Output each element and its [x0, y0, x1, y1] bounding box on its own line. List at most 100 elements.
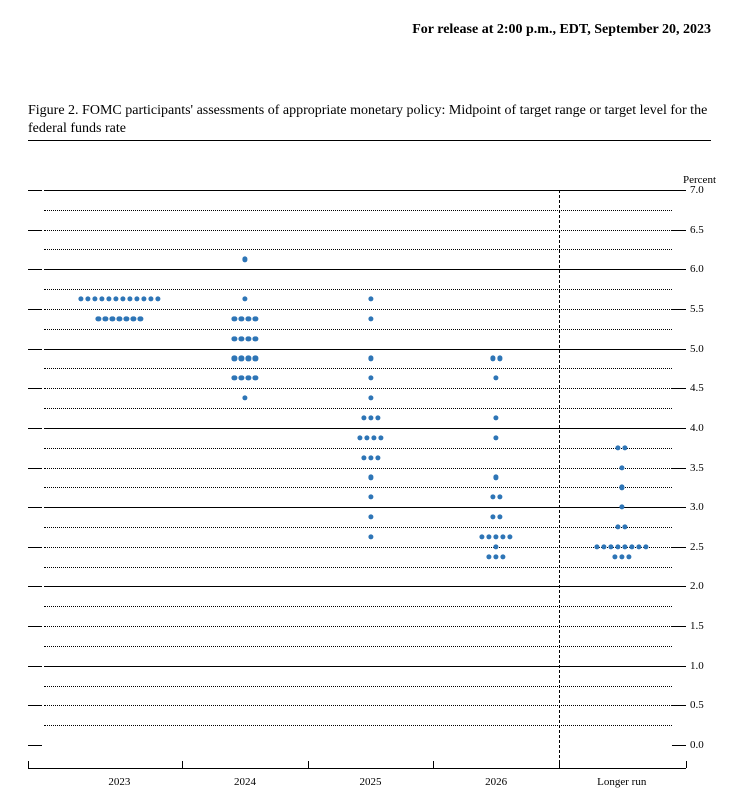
- x-tick-label: 2025: [360, 776, 382, 788]
- page: For release at 2:00 p.m., EDT, September…: [0, 0, 741, 803]
- x-tick-label: 2023: [108, 776, 130, 788]
- plot-area: Percent0.00.51.01.52.02.53.03.54.04.55.0…: [28, 190, 716, 745]
- x-tick-label: Longer run: [597, 776, 646, 788]
- projection-dot: [368, 296, 373, 301]
- y-tick-left: [28, 547, 42, 548]
- x-axis-tick: [308, 761, 309, 768]
- y-tick-left: [28, 428, 42, 429]
- y-tick-right: [672, 428, 686, 429]
- projection-dot: [368, 356, 373, 361]
- projection-dot: [637, 544, 642, 549]
- y-tick-label: 1.5: [690, 620, 716, 632]
- gridline-major: [44, 428, 672, 429]
- projection-dot: [490, 514, 495, 519]
- projection-dot: [626, 554, 631, 559]
- projection-dot: [246, 316, 251, 321]
- gridline-minor: [44, 408, 672, 409]
- projection-dot: [378, 435, 383, 440]
- longer-run-divider: [559, 190, 560, 768]
- projection-dot: [616, 544, 621, 549]
- release-line: For release at 2:00 p.m., EDT, September…: [412, 22, 711, 38]
- projection-dot: [630, 544, 635, 549]
- projection-dot: [490, 495, 495, 500]
- projection-dot: [239, 316, 244, 321]
- projection-dot: [368, 316, 373, 321]
- y-tick-left: [28, 388, 42, 389]
- y-tick-left: [28, 309, 42, 310]
- projection-dot: [595, 544, 600, 549]
- projection-dot: [494, 376, 499, 381]
- projection-dot: [494, 435, 499, 440]
- projection-dot: [117, 316, 122, 321]
- x-tick-label: 2026: [485, 776, 507, 788]
- projection-dot: [368, 475, 373, 480]
- projection-dot: [494, 534, 499, 539]
- y-tick-right: [672, 626, 686, 627]
- projection-dot: [239, 376, 244, 381]
- projection-dot: [253, 336, 258, 341]
- projection-dot: [487, 554, 492, 559]
- y-tick-right: [672, 468, 686, 469]
- gridline-minor: [44, 606, 672, 607]
- gridline-minor: [44, 289, 672, 290]
- projection-dot: [623, 524, 628, 529]
- projection-dot: [480, 534, 485, 539]
- gridline-minor: [44, 329, 672, 330]
- projection-dot: [616, 445, 621, 450]
- projection-dot: [253, 376, 258, 381]
- projection-dot: [609, 544, 614, 549]
- projection-dot: [124, 316, 129, 321]
- y-tick-label: 5.0: [690, 343, 716, 355]
- projection-dot: [494, 475, 499, 480]
- projection-dot: [120, 296, 125, 301]
- projection-dot: [141, 296, 146, 301]
- gridline-minor: [44, 368, 672, 369]
- projection-dot: [239, 336, 244, 341]
- projection-dot: [375, 415, 380, 420]
- projection-dot: [357, 435, 362, 440]
- projection-dot: [368, 495, 373, 500]
- projection-dot: [232, 316, 237, 321]
- projection-dot: [619, 505, 624, 510]
- y-tick-right: [672, 745, 686, 746]
- y-tick-right: [672, 269, 686, 270]
- y-tick-right: [672, 666, 686, 667]
- y-tick-label: 6.5: [690, 224, 716, 236]
- y-tick-right: [672, 547, 686, 548]
- y-tick-right: [672, 388, 686, 389]
- projection-dot: [239, 356, 244, 361]
- gridline-major: [44, 349, 672, 350]
- projection-dot: [92, 296, 97, 301]
- projection-dot: [612, 554, 617, 559]
- y-tick-right: [672, 705, 686, 706]
- projection-dot: [368, 415, 373, 420]
- y-tick-right: [672, 309, 686, 310]
- x-axis-tick: [182, 761, 183, 768]
- projection-dot: [494, 415, 499, 420]
- projection-dot: [99, 296, 104, 301]
- figure-caption: Figure 2. FOMC participants' assessments…: [28, 102, 711, 138]
- y-tick-left: [28, 190, 42, 191]
- y-tick-label: 5.5: [690, 303, 716, 315]
- gridline-major: [44, 269, 672, 270]
- gridline-minor: [44, 646, 672, 647]
- gridline-minor: [44, 527, 672, 528]
- dot-plot-chart: Percent0.00.51.01.52.02.53.03.54.04.55.0…: [28, 190, 716, 745]
- x-axis-tick: [433, 761, 434, 768]
- y-tick-label: 7.0: [690, 184, 716, 196]
- projection-dot: [371, 435, 376, 440]
- y-tick-left: [28, 269, 42, 270]
- y-tick-left: [28, 666, 42, 667]
- y-tick-label: 3.5: [690, 462, 716, 474]
- projection-dot: [103, 316, 108, 321]
- y-tick-label: 2.0: [690, 580, 716, 592]
- projection-dot: [242, 296, 247, 301]
- projection-dot: [113, 296, 118, 301]
- projection-dot: [232, 356, 237, 361]
- gridline-major: [44, 190, 672, 191]
- projection-dot: [623, 544, 628, 549]
- y-tick-right: [672, 190, 686, 191]
- y-tick-label: 3.0: [690, 501, 716, 513]
- projection-dot: [232, 376, 237, 381]
- projection-dot: [96, 316, 101, 321]
